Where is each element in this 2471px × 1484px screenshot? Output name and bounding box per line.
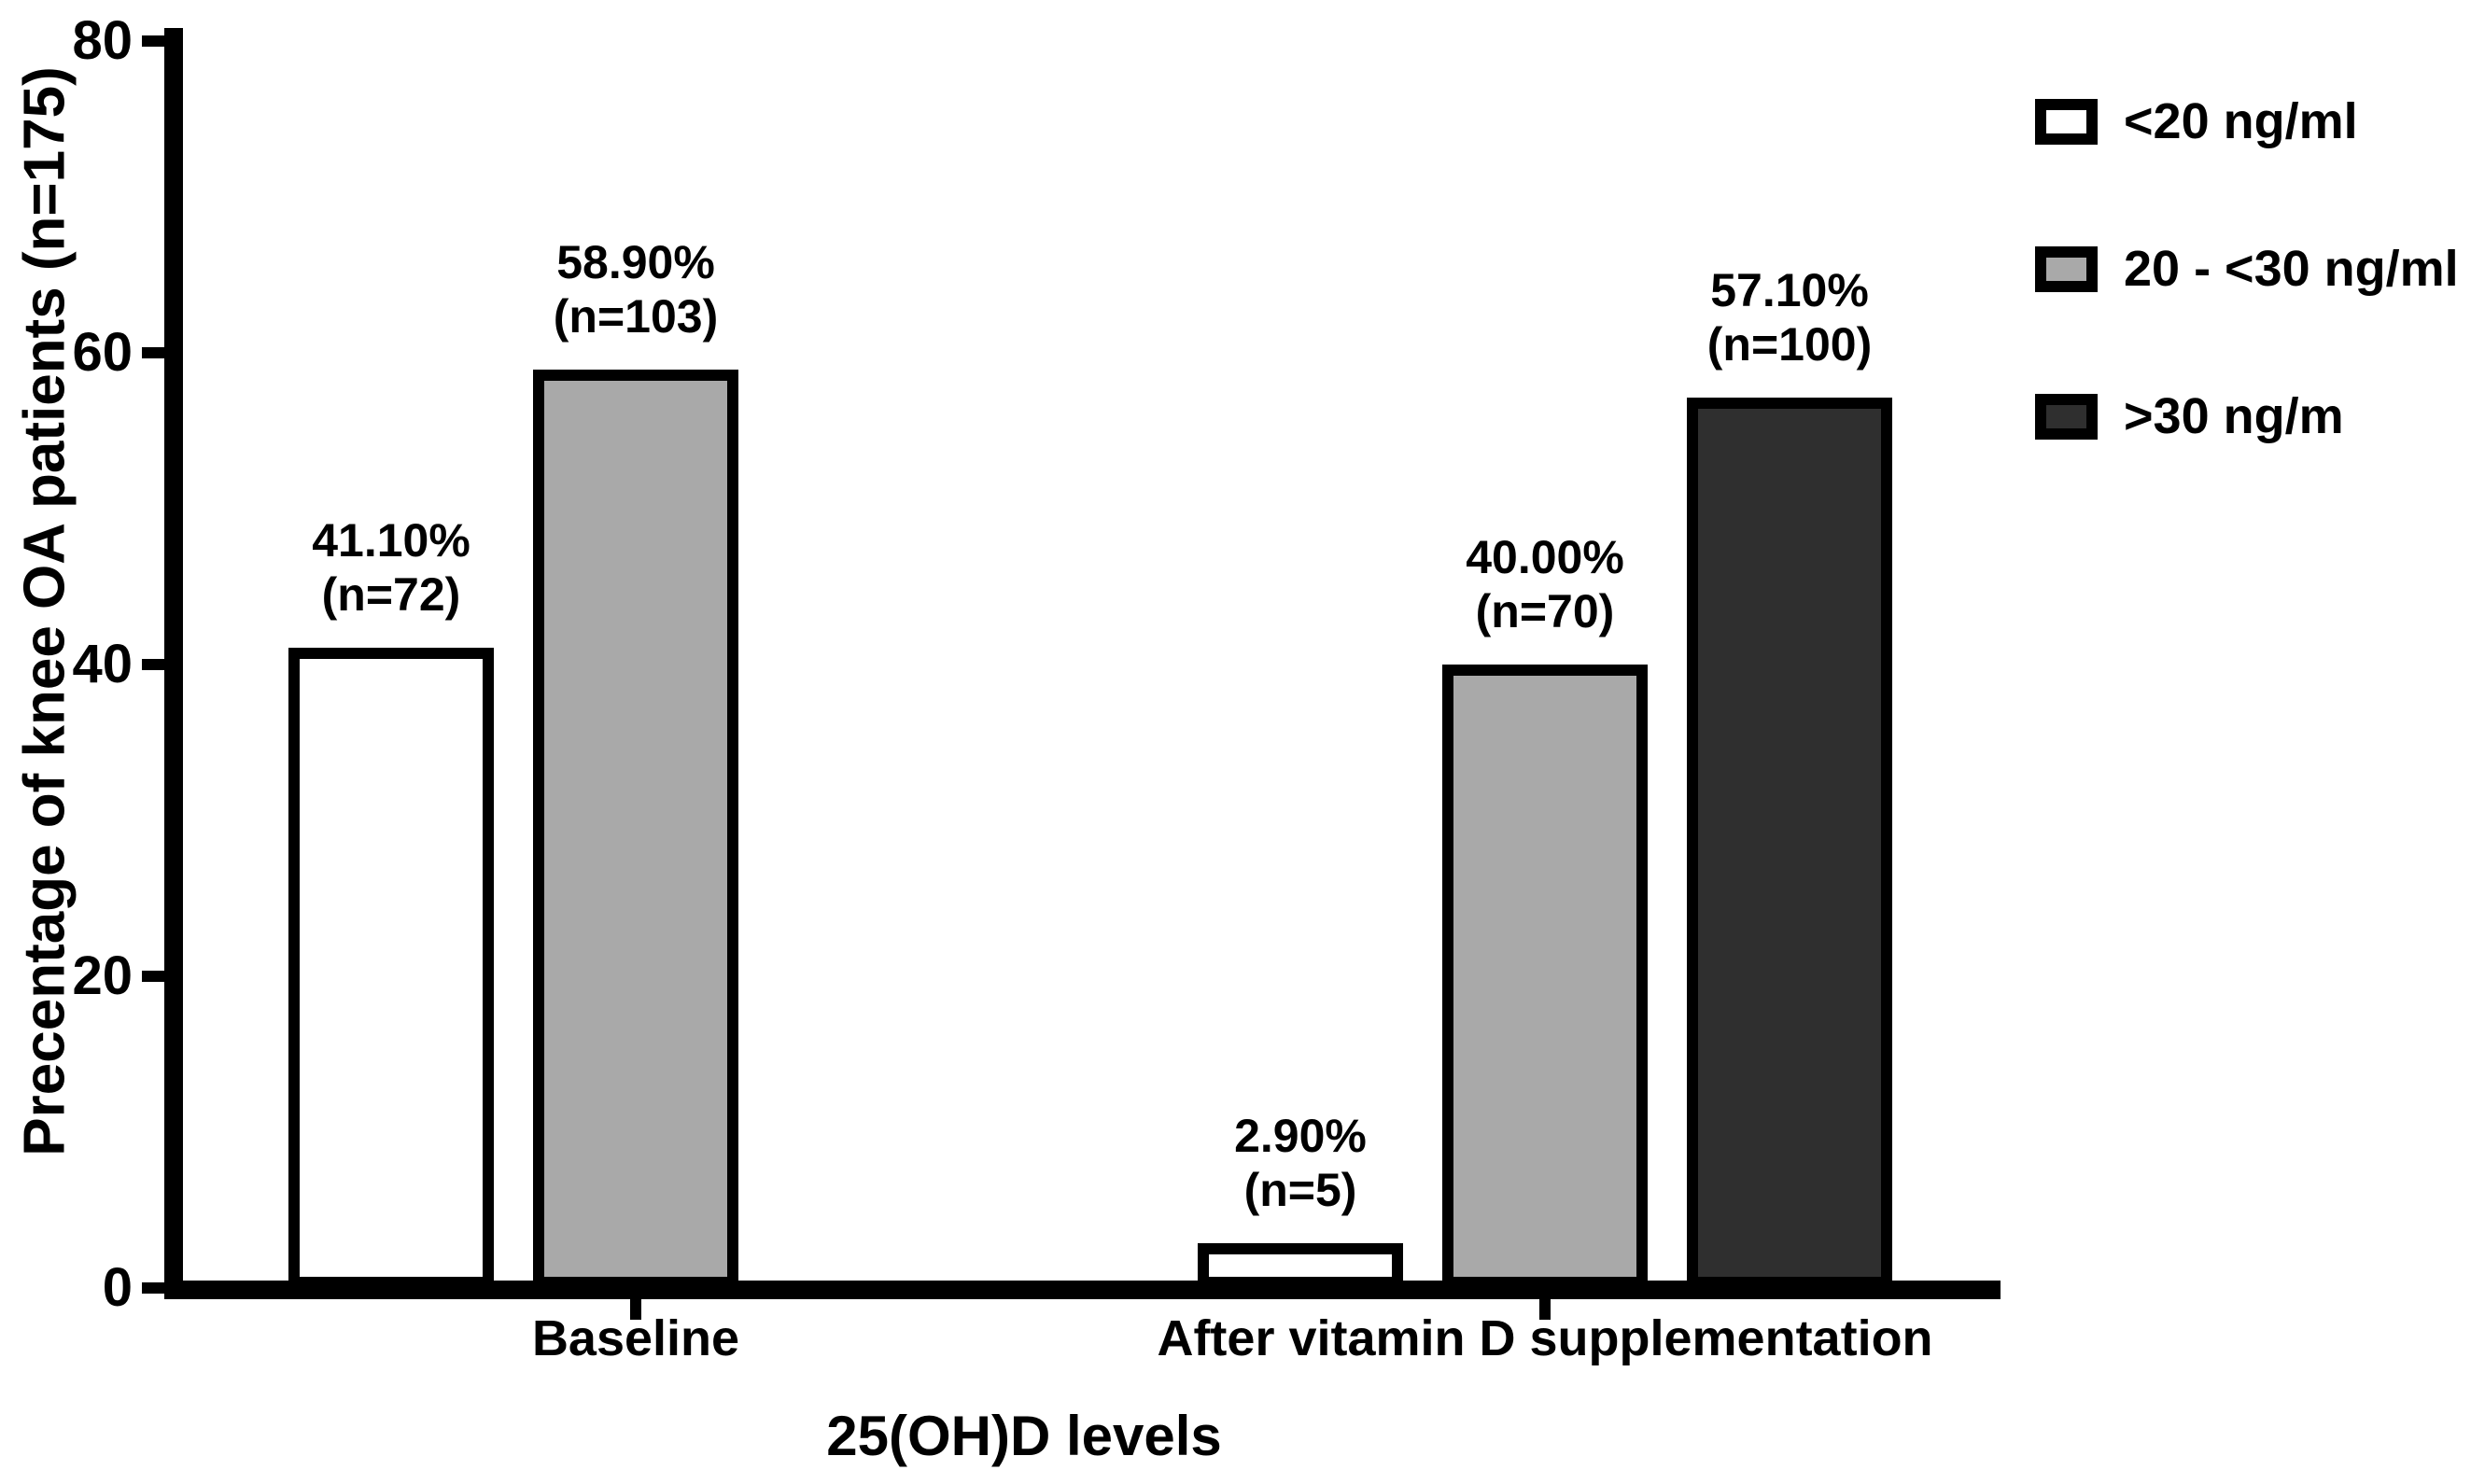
bar-label-line: 57.10% [1710, 264, 1869, 317]
bar-label-line: (n=103) [553, 290, 719, 343]
bar-label-line: (n=70) [1475, 585, 1615, 637]
bar-label-line: (n=5) [1243, 1163, 1357, 1216]
y-tick-mark [142, 347, 164, 358]
legend-item-1: <20 ng/ml [2035, 96, 2459, 147]
legend-label: 20 - <30 ng/ml [2124, 241, 2459, 297]
legend-label: <20 ng/ml [2124, 93, 2358, 149]
bar-label-series3-group2: 57.10% (n=100) [1707, 263, 1872, 371]
y-tick-label: 20 [72, 945, 133, 1006]
legend-item-2: 20 - <30 ng/ml [2035, 244, 2459, 294]
bar-label-line: 58.90% [556, 236, 715, 289]
legend: <20 ng/ml 20 - <30 ng/ml >30 ng/m [2035, 96, 2459, 539]
y-tick-mark [142, 971, 164, 982]
y-tick-label: 60 [72, 322, 133, 383]
x-tick-label-after-supplementation: After vitamin D supplementation [1157, 1310, 1933, 1366]
y-axis-title: Precentage of knee OA patients (n=175) [12, 66, 77, 1156]
y-tick-label: 0 [102, 1257, 133, 1318]
legend-item-3: >30 ng/m [2035, 391, 2459, 441]
y-tick-label: 80 [72, 10, 133, 71]
x-tick-mark [630, 1299, 641, 1320]
legend-swatch-icon [2035, 393, 2098, 440]
bar-series2-group2 [1442, 665, 1648, 1288]
legend-label: >30 ng/m [2124, 388, 2344, 444]
bar-label-series2-group2: 40.00% (n=70) [1466, 530, 1624, 638]
x-tick-mark [1539, 1299, 1551, 1320]
x-axis-title: 25(OH)D levels [826, 1405, 1222, 1467]
bar-series1-group1 [288, 647, 494, 1288]
bar-label-line: 40.00% [1466, 531, 1624, 583]
bar-label-line: 2.90% [1234, 1109, 1367, 1162]
bar-label-line: (n=72) [321, 567, 461, 621]
y-tick-label: 40 [72, 634, 133, 694]
y-axis-line [164, 28, 183, 1299]
y-tick-mark [142, 659, 164, 670]
bar-label-series1-group2: 2.90% (n=5) [1234, 1109, 1367, 1217]
bar-label-series1-group1: 41.10% (n=72) [312, 513, 470, 622]
bar-label-line: (n=100) [1706, 318, 1873, 371]
y-tick-mark [142, 35, 164, 47]
y-tick-mark [142, 1282, 164, 1294]
bar-series3-group2 [1687, 398, 1892, 1288]
bar-label-line: 41.10% [312, 513, 470, 567]
bar-series2-group1 [533, 370, 738, 1288]
x-tick-label-baseline: Baseline [531, 1310, 740, 1366]
bar-series1-group2 [1198, 1242, 1403, 1288]
bar-label-series2-group1: 58.90% (n=103) [554, 235, 718, 343]
legend-swatch-icon [2035, 98, 2098, 145]
legend-swatch-icon [2035, 245, 2098, 292]
